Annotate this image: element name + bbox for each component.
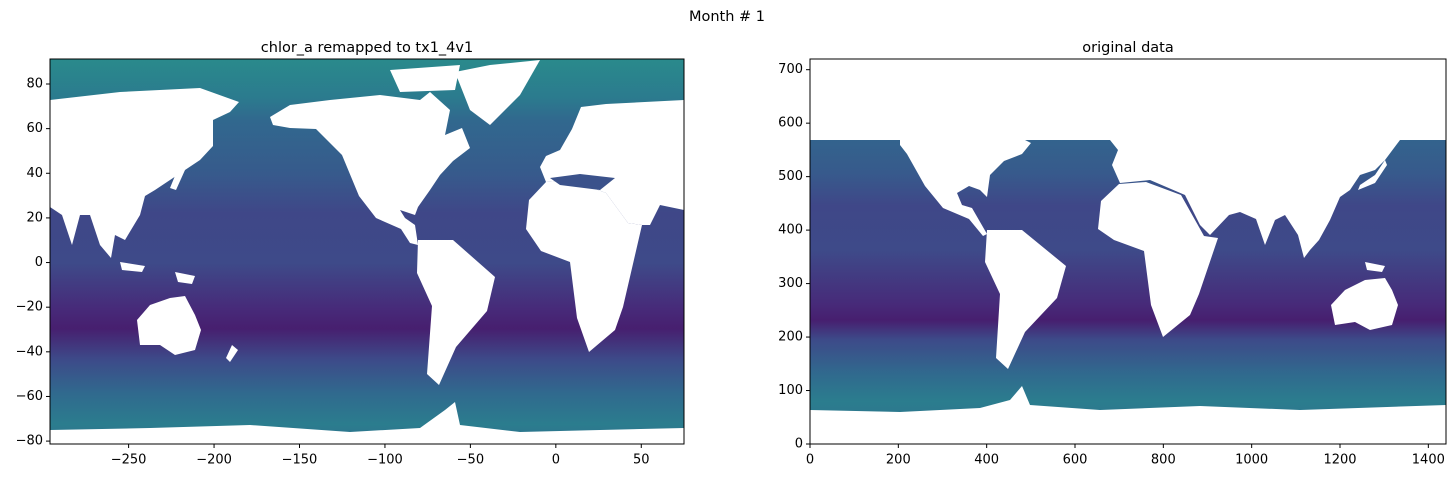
y-tick-label: 400: [778, 223, 803, 238]
x-tick-label: 50: [633, 453, 650, 468]
axes-title: chlor_a remapped to tx1_4v1: [261, 40, 473, 56]
x-tick-label: −150: [282, 453, 318, 468]
x-tick-label: 1400: [1412, 453, 1445, 468]
x-tick-label: 0: [806, 453, 814, 468]
y-tick-label: 20: [26, 210, 43, 225]
x-tick-label: −100: [367, 453, 403, 468]
y-tick-label: −40: [16, 344, 43, 359]
y-tick-label: 60: [26, 121, 43, 136]
y-tick-label: 0: [35, 255, 43, 270]
y-tick-label: 200: [778, 330, 803, 345]
x-tick-label: 200: [886, 453, 911, 468]
y-tick-label: 80: [26, 76, 43, 91]
y-tick-label: −80: [16, 434, 43, 449]
x-tick-label: 0: [552, 453, 560, 468]
x-tick-label: −50: [457, 453, 484, 468]
x-tick-label: 400: [974, 453, 999, 468]
y-tick-label: 100: [778, 383, 803, 398]
map-right: [810, 140, 1446, 444]
x-tick-label: −200: [196, 453, 232, 468]
x-tick-label: 1000: [1235, 453, 1268, 468]
x-tick-label: 800: [1151, 453, 1176, 468]
x-tick-label: 1200: [1323, 453, 1356, 468]
y-tick-label: 40: [26, 166, 43, 181]
y-tick-label: 700: [778, 62, 803, 77]
y-tick-label: −60: [16, 389, 43, 404]
axes-frame: [809, 58, 1447, 445]
map-left: [50, 59, 684, 444]
y-tick-label: 500: [778, 169, 803, 184]
y-tick-label: 0: [795, 437, 803, 452]
figure-title: Month # 1: [689, 9, 765, 25]
y-tick-label: −20: [16, 300, 43, 315]
y-tick-label: 300: [778, 276, 803, 291]
x-tick-label: −250: [111, 453, 147, 468]
x-tick-label: 600: [1063, 453, 1088, 468]
axes-title: original data: [1082, 40, 1173, 56]
axes-frame: [49, 58, 685, 445]
y-tick-label: 600: [778, 116, 803, 131]
